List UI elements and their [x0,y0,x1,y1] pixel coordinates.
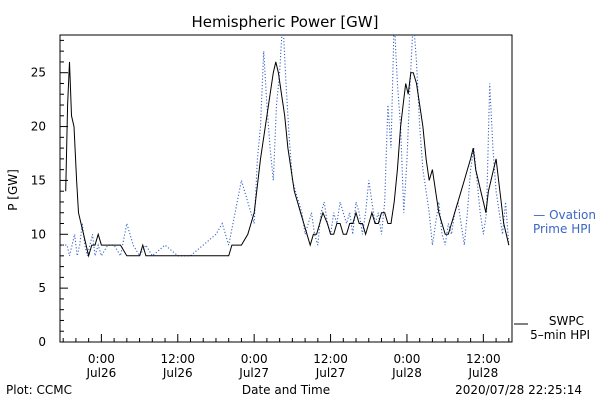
y-tick-label: 10 [31,227,46,241]
x-tick-label-date: Jul27 [315,366,346,380]
x-tick-label-time: 0:00 [241,352,268,366]
legend: — Ovation Prime HPI SWPC 5–min HPI [514,208,596,342]
chart-title: Hemispheric Power [GW] [192,13,379,31]
x-tick-label-time: 12:00 [160,352,195,366]
y-tick-label: 20 [31,120,46,134]
y-tick-label: 0 [38,335,46,349]
x-tick-label-time: 12:00 [313,352,348,366]
legend-swpc-label-line1: SWPC [549,314,584,328]
plot-frame [59,34,513,343]
x-tick-label-time: 12:00 [466,352,501,366]
legend-ovation-label-line1: — Ovation [533,208,596,222]
plot-area [59,34,513,343]
ovation-prime-series-line [61,35,510,258]
x-tick-label-date: Jul27 [238,366,269,380]
footer-timestamp: 2020/07/28 22:25:14 [455,383,582,397]
x-tick-label-date: Jul28 [391,366,422,380]
x-tick-label-date: Jul26 [162,366,193,380]
y-tick-label: 25 [31,66,46,80]
y-tick-label: 15 [31,173,46,187]
legend-ovation-label-line2: Prime HPI [533,222,591,236]
y-axis: 0 5 10 15 20 25 [31,39,68,349]
x-axis: 0:00Jul2612:00Jul260:00Jul2712:00Jul270:… [62,334,510,380]
x-axis-label: Date and Time [242,383,330,397]
footer-plot-credit: Plot: CCMC [6,383,72,397]
series-layer [61,35,510,258]
x-tick-label-time: 0:00 [88,352,115,366]
y-axis-label: P [GW] [6,169,20,211]
legend-swpc-label-line2: 5–min HPI [530,328,590,342]
x-tick-label-date: Jul28 [467,366,498,380]
footer: Plot: CCMC Date and Time 2020/07/28 22:2… [6,383,582,397]
x-tick-label-time: 0:00 [393,352,420,366]
y-tick-label: 5 [38,281,46,295]
swpc-series-line [65,61,510,258]
x-tick-label-date: Jul26 [86,366,117,380]
